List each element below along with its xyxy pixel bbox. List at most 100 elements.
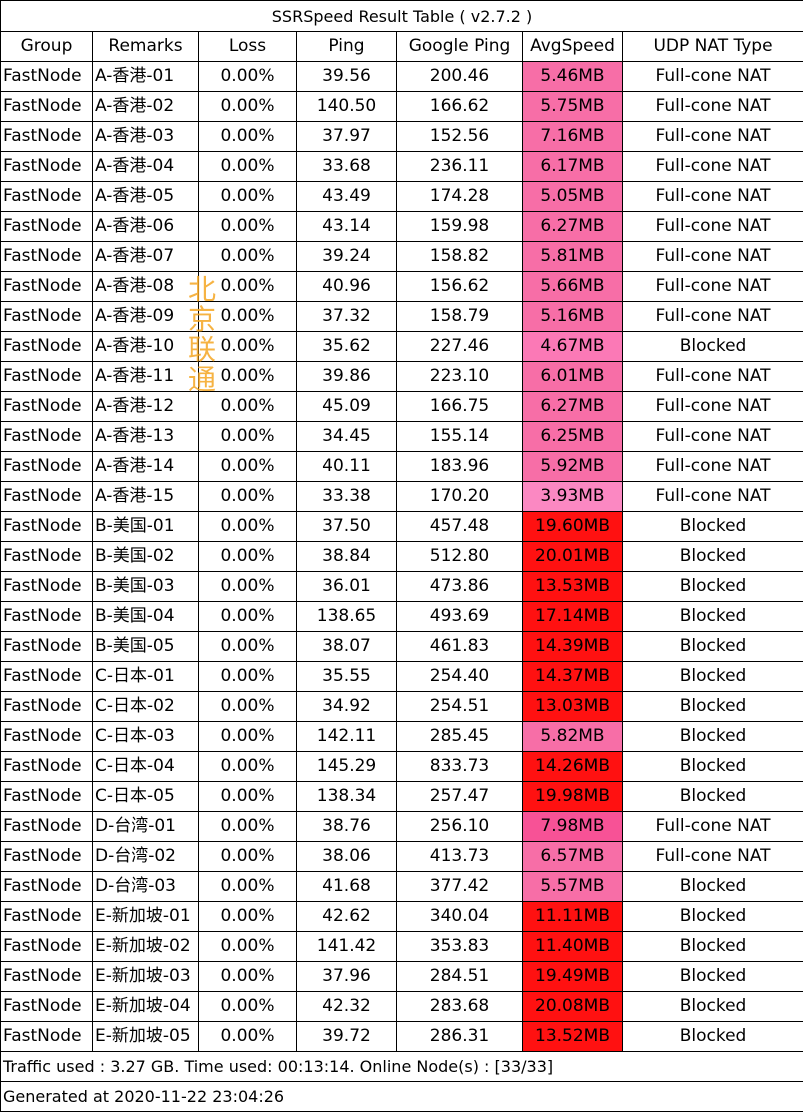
cell-remarks: A-香港-07 [93, 242, 199, 272]
cell-loss: 0.00% [199, 152, 297, 182]
cell-remarks: C-日本-04 [93, 752, 199, 782]
cell-udp-nat-type: Full-cone NAT [623, 272, 803, 302]
cell-ping: 39.56 [297, 62, 397, 92]
cell-udp-nat-type: Blocked [623, 692, 803, 722]
cell-group: FastNode [1, 332, 93, 362]
cell-remarks: A-香港-03 [93, 122, 199, 152]
cell-remarks: B-美国-03 [93, 572, 199, 602]
cell-avg-speed: 6.27MB [523, 212, 623, 242]
cell-loss: 0.00% [199, 122, 297, 152]
header-group: Group [1, 32, 93, 62]
header-avg-speed: AvgSpeed [523, 32, 623, 62]
cell-ping: 36.01 [297, 572, 397, 602]
cell-udp-nat-type: Full-cone NAT [623, 482, 803, 512]
generated-timestamp: Generated at 2020-11-22 23:04:26 [1, 1082, 803, 1112]
cell-group: FastNode [1, 602, 93, 632]
cell-group: FastNode [1, 632, 93, 662]
cell-udp-nat-type: Full-cone NAT [623, 62, 803, 92]
traffic-summary: Traffic used : 3.27 GB. Time used: 00:13… [1, 1052, 803, 1082]
cell-avg-speed: 6.17MB [523, 152, 623, 182]
cell-udp-nat-type: Blocked [623, 932, 803, 962]
cell-ping: 42.62 [297, 902, 397, 932]
cell-group: FastNode [1, 392, 93, 422]
cell-ping: 35.55 [297, 662, 397, 692]
cell-ping: 37.97 [297, 122, 397, 152]
cell-udp-nat-type: Full-cone NAT [623, 182, 803, 212]
footer-generated-row: Generated at 2020-11-22 23:04:26 [1, 1082, 803, 1112]
cell-group: FastNode [1, 752, 93, 782]
cell-ping: 45.09 [297, 392, 397, 422]
cell-loss: 0.00% [199, 242, 297, 272]
cell-remarks: C-日本-05 [93, 782, 199, 812]
cell-google-ping: 473.86 [397, 572, 523, 602]
cell-remarks: A-香港-15 [93, 482, 199, 512]
cell-avg-speed: 20.08MB [523, 992, 623, 1022]
cell-udp-nat-type: Full-cone NAT [623, 302, 803, 332]
cell-avg-speed: 19.98MB [523, 782, 623, 812]
cell-avg-speed: 11.11MB [523, 902, 623, 932]
cell-loss: 0.00% [199, 512, 297, 542]
cell-loss: 0.00% [199, 422, 297, 452]
cell-ping: 39.24 [297, 242, 397, 272]
cell-google-ping: 461.83 [397, 632, 523, 662]
cell-ping: 37.32 [297, 302, 397, 332]
cell-udp-nat-type: Full-cone NAT [623, 362, 803, 392]
cell-google-ping: 156.62 [397, 272, 523, 302]
cell-avg-speed: 7.16MB [523, 122, 623, 152]
cell-google-ping: 285.45 [397, 722, 523, 752]
cell-avg-speed: 6.01MB [523, 362, 623, 392]
cell-remarks: A-香港-01 [93, 62, 199, 92]
cell-udp-nat-type: Blocked [623, 902, 803, 932]
cell-loss: 0.00% [199, 62, 297, 92]
cell-loss: 0.00% [199, 962, 297, 992]
cell-ping: 43.14 [297, 212, 397, 242]
title-row: SSRSpeed Result Table ( v2.7.2 ) [1, 1, 803, 32]
cell-google-ping: 257.47 [397, 782, 523, 812]
cell-group: FastNode [1, 512, 93, 542]
cell-group: FastNode [1, 212, 93, 242]
cell-avg-speed: 5.81MB [523, 242, 623, 272]
cell-google-ping: 200.46 [397, 62, 523, 92]
cell-remarks: E-新加坡-03 [93, 962, 199, 992]
cell-google-ping: 236.11 [397, 152, 523, 182]
cell-loss: 0.00% [199, 662, 297, 692]
cell-udp-nat-type: Full-cone NAT [623, 122, 803, 152]
cell-avg-speed: 19.49MB [523, 962, 623, 992]
cell-group: FastNode [1, 62, 93, 92]
cell-avg-speed: 13.53MB [523, 572, 623, 602]
cell-loss: 0.00% [199, 572, 297, 602]
cell-group: FastNode [1, 122, 93, 152]
cell-ping: 34.92 [297, 692, 397, 722]
cell-google-ping: 256.10 [397, 812, 523, 842]
cell-udp-nat-type: Blocked [623, 602, 803, 632]
cell-remarks: A-香港-06 [93, 212, 199, 242]
cell-group: FastNode [1, 692, 93, 722]
cell-avg-speed: 7.98MB [523, 812, 623, 842]
cell-google-ping: 413.73 [397, 842, 523, 872]
cell-ping: 41.68 [297, 872, 397, 902]
cell-avg-speed: 5.75MB [523, 92, 623, 122]
cell-remarks: C-日本-01 [93, 662, 199, 692]
cell-google-ping: 158.79 [397, 302, 523, 332]
cell-avg-speed: 6.27MB [523, 392, 623, 422]
cell-group: FastNode [1, 782, 93, 812]
cell-ping: 37.96 [297, 962, 397, 992]
cell-avg-speed: 5.82MB [523, 722, 623, 752]
header-udp-nat-type: UDP NAT Type [623, 32, 803, 62]
cell-ping: 138.65 [297, 602, 397, 632]
cell-avg-speed: 20.01MB [523, 542, 623, 572]
cell-udp-nat-type: Blocked [623, 782, 803, 812]
cell-avg-speed: 19.60MB [523, 512, 623, 542]
cell-remarks: E-新加坡-01 [93, 902, 199, 932]
